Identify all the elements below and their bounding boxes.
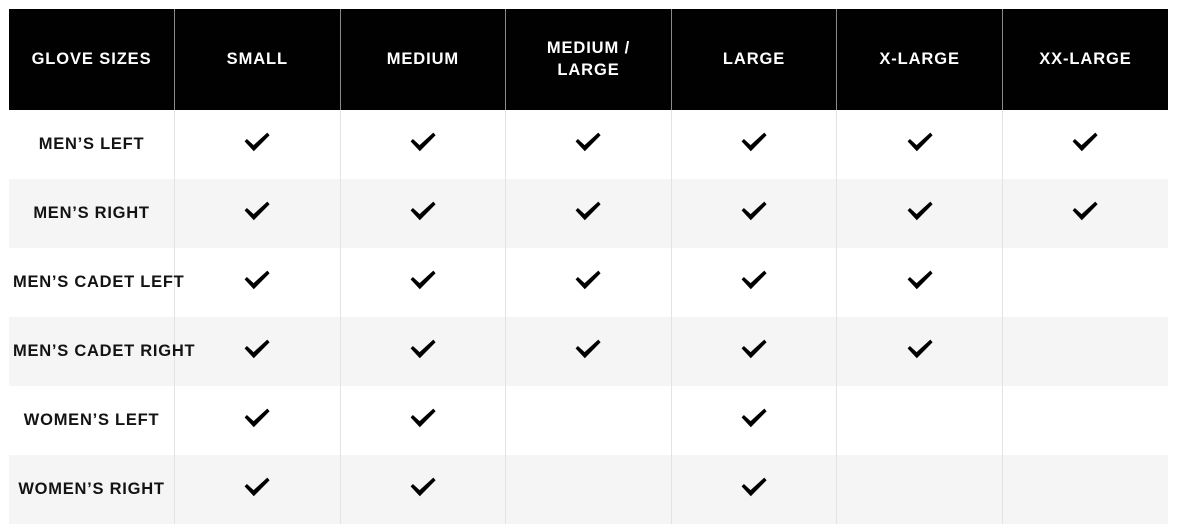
cell-available bbox=[174, 455, 341, 524]
check-icon bbox=[905, 130, 935, 154]
cell-available bbox=[671, 179, 838, 248]
check-icon bbox=[739, 406, 769, 430]
empty-cell-spacer bbox=[905, 475, 935, 499]
check-icon bbox=[242, 337, 272, 361]
check-icon bbox=[408, 268, 438, 292]
empty-cell-spacer bbox=[1070, 337, 1100, 361]
empty-cell-spacer bbox=[905, 406, 935, 430]
table-row: MEN’S CADET RIGHT bbox=[9, 317, 1168, 386]
check-icon bbox=[408, 475, 438, 499]
cell-unavailable bbox=[836, 455, 1003, 524]
cell-available bbox=[671, 386, 838, 455]
check-icon bbox=[1070, 199, 1100, 223]
row-mens-cadet-right: MEN’S CADET RIGHT bbox=[9, 317, 195, 386]
cell-available bbox=[671, 110, 838, 179]
column-header-medium-large: MEDIUM / LARGE bbox=[505, 9, 672, 110]
cell-unavailable bbox=[1002, 455, 1168, 524]
cell-available bbox=[174, 317, 341, 386]
cell-available bbox=[671, 248, 838, 317]
check-icon bbox=[739, 199, 769, 223]
empty-cell-spacer bbox=[1070, 475, 1100, 499]
row-mens-cadet-left: MEN’S CADET LEFT bbox=[9, 248, 184, 317]
check-icon bbox=[242, 406, 272, 430]
table-row: WOMEN’S RIGHT bbox=[9, 455, 1168, 524]
empty-cell-spacer bbox=[1070, 268, 1100, 292]
cell-available bbox=[340, 317, 507, 386]
check-icon bbox=[573, 268, 603, 292]
glove-size-chart-table: GLOVE SIZES SMALL MEDIUM MEDIUM / LARGE … bbox=[9, 9, 1168, 524]
row-womens-left: WOMEN’S LEFT bbox=[9, 386, 176, 455]
cell-available bbox=[340, 179, 507, 248]
cell-unavailable bbox=[505, 386, 672, 455]
check-icon bbox=[408, 406, 438, 430]
check-icon bbox=[408, 337, 438, 361]
cell-available bbox=[1002, 110, 1168, 179]
check-icon bbox=[573, 337, 603, 361]
cell-unavailable bbox=[1002, 317, 1168, 386]
cell-available bbox=[174, 248, 341, 317]
check-icon bbox=[242, 199, 272, 223]
check-icon bbox=[1070, 130, 1100, 154]
check-icon bbox=[739, 130, 769, 154]
column-header-large: LARGE bbox=[671, 9, 838, 110]
check-icon bbox=[408, 130, 438, 154]
check-icon bbox=[573, 199, 603, 223]
cell-available bbox=[505, 110, 672, 179]
empty-cell-spacer bbox=[1070, 406, 1100, 430]
cell-available bbox=[505, 317, 672, 386]
column-header-medium: MEDIUM bbox=[340, 9, 507, 110]
table-row: MEN’S CADET LEFT bbox=[9, 248, 1168, 317]
cell-available bbox=[671, 455, 838, 524]
check-icon bbox=[408, 199, 438, 223]
column-header-glove-sizes: GLOVE SIZES bbox=[9, 9, 176, 110]
row-mens-right: MEN’S RIGHT bbox=[9, 179, 176, 248]
cell-available bbox=[505, 248, 672, 317]
cell-available bbox=[836, 248, 1003, 317]
table-row: MEN’S RIGHT bbox=[9, 179, 1168, 248]
table-row: MEN’S LEFT bbox=[9, 110, 1168, 179]
table-body: MEN’S LEFT MEN’S RIGHT MEN’S CADET LEFT MEN… bbox=[9, 110, 1168, 524]
cell-available bbox=[174, 386, 341, 455]
column-header-x-large: X-LARGE bbox=[836, 9, 1003, 110]
cell-available bbox=[836, 110, 1003, 179]
check-icon bbox=[242, 475, 272, 499]
table-header-row: GLOVE SIZES SMALL MEDIUM MEDIUM / LARGE … bbox=[9, 9, 1168, 110]
check-icon bbox=[242, 268, 272, 292]
table-header: GLOVE SIZES SMALL MEDIUM MEDIUM / LARGE … bbox=[9, 9, 1168, 110]
check-icon bbox=[739, 268, 769, 292]
row-mens-left: MEN’S LEFT bbox=[9, 110, 176, 179]
check-icon bbox=[905, 199, 935, 223]
cell-available bbox=[505, 179, 672, 248]
check-icon bbox=[905, 337, 935, 361]
cell-unavailable bbox=[505, 455, 672, 524]
row-womens-right: WOMEN’S RIGHT bbox=[9, 455, 176, 524]
cell-available bbox=[174, 179, 341, 248]
cell-available bbox=[340, 455, 507, 524]
cell-available bbox=[1002, 179, 1168, 248]
cell-available bbox=[340, 248, 507, 317]
cell-unavailable bbox=[836, 386, 1003, 455]
cell-available bbox=[174, 110, 341, 179]
cell-available bbox=[340, 110, 507, 179]
check-icon bbox=[739, 475, 769, 499]
check-icon bbox=[905, 268, 935, 292]
table-row: WOMEN’S LEFT bbox=[9, 386, 1168, 455]
check-icon bbox=[573, 130, 603, 154]
cell-available bbox=[671, 317, 838, 386]
check-icon bbox=[739, 337, 769, 361]
empty-cell-spacer bbox=[573, 475, 603, 499]
cell-available bbox=[340, 386, 507, 455]
cell-unavailable bbox=[1002, 248, 1168, 317]
column-header-xx-large: XX-LARGE bbox=[1002, 9, 1168, 110]
check-icon bbox=[242, 130, 272, 154]
cell-available bbox=[836, 179, 1003, 248]
column-header-small: SMALL bbox=[174, 9, 341, 110]
empty-cell-spacer bbox=[573, 406, 603, 430]
cell-unavailable bbox=[1002, 386, 1168, 455]
cell-available bbox=[836, 317, 1003, 386]
